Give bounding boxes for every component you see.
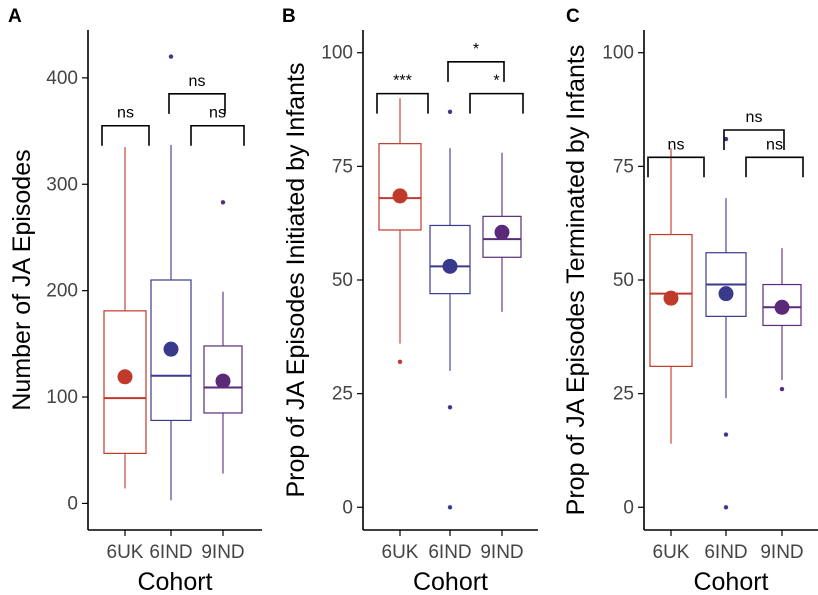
outlier-point — [397, 359, 403, 365]
x-tick-label: 6IND — [428, 542, 471, 563]
mean-point — [442, 258, 458, 274]
outlier-point — [447, 109, 453, 115]
panel-C: C 0 25 50 75 100 6UK 6IND 9IND Cohort Prop of JA E… — [562, 6, 818, 595]
x-tick-label: 6IND — [149, 542, 192, 563]
y-tick-label: 25 — [613, 384, 634, 405]
significance-label: ns — [668, 136, 685, 153]
y-tick-label: 200 — [46, 281, 78, 302]
outlier-point — [723, 432, 729, 437]
significance-bracket — [745, 156, 804, 178]
outlier-point — [168, 54, 174, 59]
y-axis-title: Prop of JA Episodes Initiated by Infants — [282, 63, 310, 498]
x-axis-title: Cohort — [693, 568, 768, 595]
mean-point — [392, 188, 408, 204]
significance-label: ns — [189, 73, 206, 90]
x-axis-title: Cohort — [137, 568, 212, 595]
box-iqr — [482, 215, 522, 258]
mean-point — [117, 369, 133, 385]
significance-label: ns — [746, 109, 763, 126]
x-tick-label: 6UK — [382, 542, 419, 563]
significance-bracket — [723, 129, 785, 150]
outlier-point — [723, 136, 729, 142]
box-6IND — [705, 136, 747, 510]
x-tick-label: 9IND — [201, 542, 244, 563]
x-tick-label: 9IND — [760, 542, 803, 563]
y-axis-title: Prop of JA Episodes Terminated by Infant… — [562, 45, 590, 516]
x-tick-label: 6IND — [704, 542, 747, 563]
box-iqr — [762, 283, 802, 327]
y-tick-label: 0 — [342, 497, 353, 518]
panel-label: B — [282, 6, 296, 27]
box-iqr — [378, 143, 422, 231]
box-iqr — [103, 310, 147, 455]
mean-point — [663, 290, 679, 306]
box-6IND — [429, 109, 471, 510]
y-tick-label: 50 — [613, 270, 634, 291]
significance-label: ns — [766, 136, 783, 153]
y-tick-label: 25 — [332, 384, 353, 405]
significance-label: *** — [393, 73, 412, 90]
mean-point — [494, 224, 510, 240]
significance-bracket — [190, 124, 245, 146]
y-tick-label: 100 — [602, 43, 634, 64]
mean-point — [774, 299, 790, 315]
significance-bracket — [447, 61, 505, 82]
box-iqr — [649, 233, 693, 367]
significance-bracket — [168, 93, 226, 114]
outlier-point — [723, 505, 729, 510]
significance-bracket — [101, 124, 150, 146]
significance-label: ns — [209, 105, 226, 122]
x-tick-label: 9IND — [480, 542, 523, 563]
box-6UK — [649, 148, 693, 444]
y-tick-label: 100 — [46, 387, 78, 408]
y-tick-label: 0 — [623, 497, 634, 518]
y-tick-label: 0 — [67, 493, 78, 514]
outlier-point — [447, 505, 453, 510]
box-9IND — [203, 200, 243, 474]
box-9IND — [482, 152, 522, 312]
box-iqr — [203, 345, 243, 414]
box-iqr — [429, 224, 471, 295]
y-tick-label: 100 — [321, 43, 353, 64]
mean-point — [718, 286, 734, 302]
significance-label: * — [493, 73, 499, 90]
x-axis-title: Cohort — [413, 568, 488, 595]
significance-label: * — [473, 41, 479, 58]
y-tick-label: 50 — [332, 270, 353, 291]
box-iqr — [150, 279, 192, 422]
box-9IND — [762, 248, 802, 392]
panel-label: C — [566, 6, 580, 27]
x-tick-label: 6UK — [653, 542, 690, 563]
box-6UK — [378, 98, 422, 365]
outlier-point — [447, 405, 453, 410]
x-tick-label: 6UK — [107, 542, 144, 563]
y-tick-label: 400 — [46, 68, 78, 89]
mean-point — [215, 373, 231, 389]
y-tick-label: 75 — [332, 156, 353, 177]
significance-bracket — [469, 92, 524, 114]
y-axis-title: Number of JA Episodes — [8, 149, 36, 410]
box-6IND — [150, 54, 192, 501]
outlier-point — [779, 386, 785, 392]
significance-bracket — [647, 156, 705, 178]
significance-label: ns — [117, 105, 134, 122]
y-tick-label: 300 — [46, 174, 78, 195]
y-tick-label: 75 — [613, 156, 634, 177]
outlier-point — [220, 200, 226, 205]
significance-bracket — [376, 92, 429, 114]
panel-label: A — [8, 6, 22, 27]
mean-point — [163, 341, 179, 357]
box-6UK — [103, 147, 147, 489]
panel-A: A 0 100 200 300 400 6UK 6IND 9IND Cohort Number of… — [8, 6, 262, 595]
panel-B: B 0 25 50 75 100 6UK 6IND 9IND Cohort Prop of JA E… — [282, 6, 538, 595]
